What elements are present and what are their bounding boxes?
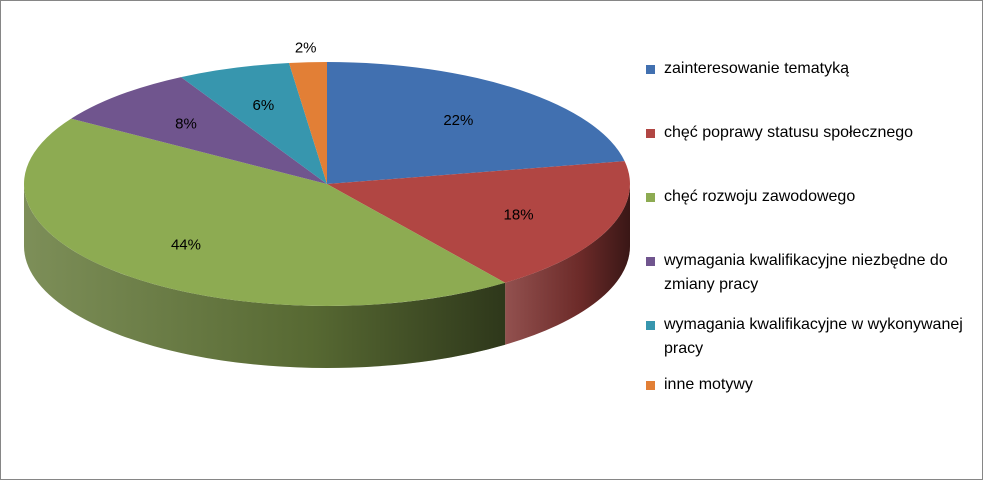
legend-item-status: chęć poprawy statusu społecznego <box>646 123 964 145</box>
legend-item-job-change: wymagania kwalifikacyjne niezbędne do zm… <box>646 251 964 297</box>
data-label-wymagania-kwalifikacyjne-w-wykonywanej-pracy: 6% <box>252 97 274 114</box>
legend-swatch-green <box>646 193 655 202</box>
legend-item-career: chęć rozwoju zawodowego <box>646 187 964 209</box>
pie-slice-zainteresowanie-tematyka <box>327 62 625 184</box>
legend-label: chęć poprawy statusu społecznego <box>664 124 914 141</box>
legend-item-current-job: wymagania kwalifikacyjne w wykonywanej p… <box>646 315 964 361</box>
legend-item-interest: zainteresowanie tematyką <box>646 59 964 81</box>
legend-swatch-purple <box>646 257 655 266</box>
pie-slice-wymagania-kwalifikacyjne-niezbedne-do-zmiany-pracy <box>71 77 327 184</box>
pie-top-layer <box>23 62 631 307</box>
legend-label: zainteresowanie tematyką <box>664 60 849 77</box>
legend-label: wymagania kwalifikacyjne w wykonywanej p… <box>664 316 963 357</box>
data-label-chec-poprawy-statusu-spolecznego: 18% <box>504 207 534 224</box>
legend-swatch-blue <box>646 65 655 74</box>
legend-item-other: inne motywy <box>646 375 964 397</box>
legend-label: inne motywy <box>664 376 753 393</box>
pie-label-layer: 22% 18% 44% 8% 6% 2% <box>171 40 534 254</box>
pie-slice-chec-poprawy-statusu-spolecznego <box>327 161 631 283</box>
data-label-wymagania-kwalifikacyjne-niezbedne-do-zmiany-pracy: 8% <box>175 116 197 133</box>
legend-swatch-teal <box>646 321 655 330</box>
pie-side-shade <box>24 184 506 368</box>
legend-label: chęć rozwoju zawodowego <box>664 188 856 205</box>
legend-swatch-red <box>646 129 655 138</box>
data-label-inne-motywy: 2% <box>295 40 317 57</box>
pie-side-shade <box>505 184 630 345</box>
pie-slice-wymagania-kwalifikacyjne-w-wykonywanej-pracy <box>181 62 327 184</box>
legend-swatch-orange <box>646 381 655 390</box>
pie-slice-inne-motywy <box>289 62 327 184</box>
data-label-chec-rozwoju-zawodowego: 44% <box>171 236 201 253</box>
pie-side-layer <box>24 184 630 368</box>
data-label-zainteresowanie-tematyka: 22% <box>443 112 473 129</box>
pie-slice-chec-rozwoju-zawodowego <box>23 118 506 307</box>
legend-label: wymagania kwalifikacyjne niezbędne do zm… <box>664 252 948 293</box>
